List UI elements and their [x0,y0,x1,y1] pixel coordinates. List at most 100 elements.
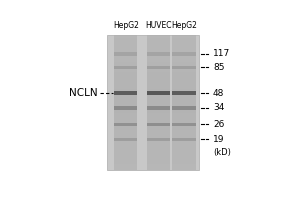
Text: 19: 19 [213,135,224,144]
Bar [114,103,137,106]
Bar [114,147,137,150]
Bar [147,113,170,116]
Bar [172,136,196,140]
Bar [114,42,137,45]
Bar [107,35,199,170]
Text: HUVEC: HUVEC [145,21,172,30]
Bar [114,123,137,126]
Bar [114,58,137,62]
Bar [114,150,137,153]
Bar [147,58,170,62]
Bar [114,123,137,126]
Bar [172,103,196,106]
Bar [147,126,170,130]
Bar [172,157,196,160]
Bar [114,82,137,86]
Bar [172,92,196,96]
Bar [172,130,196,133]
Bar [114,157,137,160]
Bar [172,123,196,126]
Text: 117: 117 [213,49,230,58]
Bar [114,92,137,96]
Bar [147,119,170,123]
Bar [147,72,170,75]
Bar [172,167,196,170]
Bar [172,96,196,99]
Bar [147,42,170,45]
Bar [147,143,170,147]
Bar [172,116,196,119]
Bar [172,72,196,75]
Bar [114,133,137,136]
Bar [114,35,137,170]
Bar [147,35,170,170]
Bar [114,130,137,133]
Bar [172,153,196,157]
Bar [172,113,196,116]
Bar [147,75,170,79]
Bar [147,130,170,133]
Bar [114,143,137,147]
Bar [147,86,170,89]
Bar [172,106,196,109]
Bar [114,45,137,48]
Bar [114,106,137,109]
Bar [147,138,170,141]
Bar [147,91,170,95]
Bar [114,167,137,170]
Bar [147,79,170,82]
Bar [147,35,170,38]
Bar [172,91,196,95]
Bar [114,35,137,38]
Bar [172,123,196,126]
Bar [114,96,137,99]
Bar [114,52,137,55]
Bar [114,62,137,65]
Text: 26: 26 [213,120,224,129]
Text: HepG2: HepG2 [171,21,197,30]
Bar [147,52,170,55]
Bar [147,123,170,126]
Bar [147,133,170,136]
Bar [147,62,170,65]
Bar [172,79,196,82]
Bar [147,82,170,86]
Bar [172,160,196,164]
Bar [147,140,170,143]
Bar [114,91,137,95]
Bar [147,106,170,109]
Bar [147,99,170,103]
Bar [172,126,196,130]
Bar [172,52,196,56]
Bar [114,140,137,143]
Bar [147,116,170,119]
Text: 34: 34 [213,103,224,112]
Bar [172,65,196,69]
Bar [172,52,196,55]
Bar [147,66,170,69]
Bar [172,119,196,123]
Bar [172,109,196,113]
Bar [147,96,170,99]
Bar [147,136,170,140]
Bar [147,52,170,56]
Bar [147,153,170,157]
Bar [114,109,137,113]
Bar [114,55,137,58]
Bar [172,150,196,153]
Bar [147,55,170,58]
Bar [172,69,196,72]
Bar [114,79,137,82]
Bar [147,103,170,106]
Bar [172,38,196,42]
Bar [172,106,196,110]
Bar [114,89,137,92]
Bar [114,126,137,130]
Bar [147,150,170,153]
Text: 85: 85 [213,63,224,72]
Bar [114,86,137,89]
Bar [172,140,196,143]
Bar [172,89,196,92]
Bar [114,106,137,110]
Bar [147,45,170,48]
